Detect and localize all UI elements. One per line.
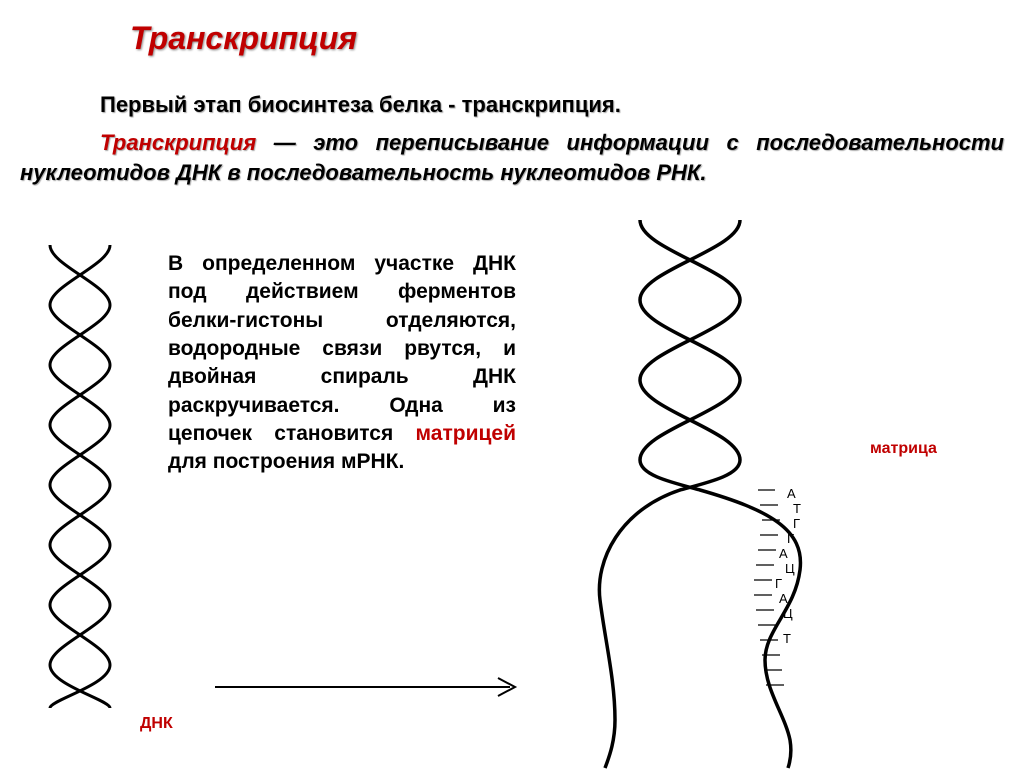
- nucleotide-letter: Г: [787, 531, 794, 546]
- nucleotide-letter: Ц: [783, 606, 793, 621]
- nucleotide-letter: Ц: [785, 561, 795, 576]
- nucleotide-letter: Г: [775, 576, 782, 591]
- nucleotide-letter: А: [779, 546, 788, 561]
- nucleotide-letter: Т: [783, 631, 791, 646]
- nucleotide-letter: Т: [793, 501, 801, 516]
- nucleotide-letter: А: [787, 486, 796, 501]
- nucleotide-letter: Г: [793, 516, 800, 531]
- nucleotide-letter: А: [779, 591, 788, 606]
- nucleotide-ticks: [0, 0, 1024, 767]
